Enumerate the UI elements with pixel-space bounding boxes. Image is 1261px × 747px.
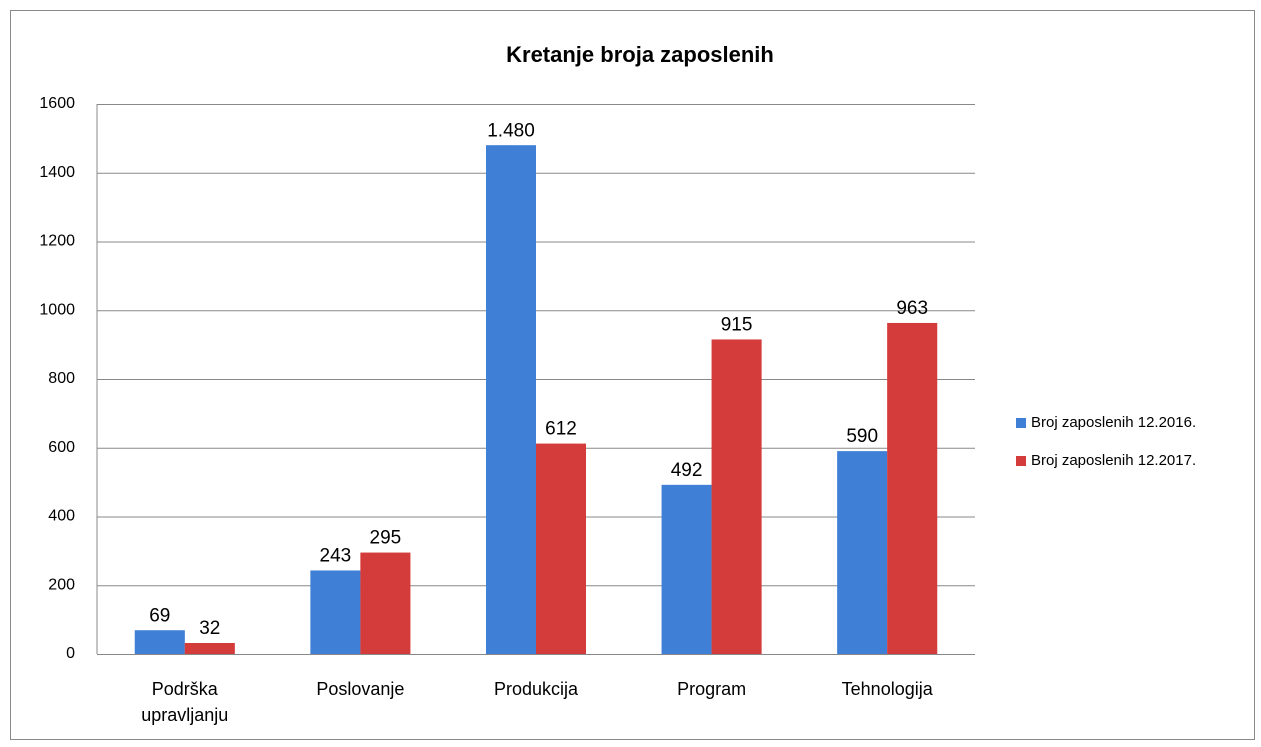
data-label: 295 [370,528,402,549]
data-label: 915 [721,314,753,335]
bar-shade [711,339,762,654]
data-label: 1.480 [487,120,535,141]
y-tick-label: 1200 [39,233,75,250]
bar-shade [661,484,712,654]
x-tick-label: Tehnologija [842,679,934,699]
chart-frame [10,10,1255,740]
y-tick-label: 400 [48,508,75,525]
y-tick-label: 1400 [39,164,75,181]
legend-label: Broj zaposlenih 12.2017. [1031,452,1196,469]
bar-shade [310,570,361,654]
chart-title: Kretanje broja zaposlenih [506,42,774,67]
legend-marker [1016,456,1026,466]
data-label: 69 [149,605,170,626]
bar-shade [536,443,586,654]
y-tick-label: 200 [48,576,75,593]
bar-shade [837,451,888,654]
y-tick-label: 800 [48,370,75,387]
y-tick-label: 1000 [39,301,75,318]
data-label: 32 [199,618,220,639]
data-label: 612 [545,419,577,440]
legend-label: Broj zaposlenih 12.2016. [1031,414,1196,431]
y-tick-label: 1600 [39,95,75,112]
data-label: 590 [846,426,878,447]
y-tick-label: 0 [66,645,75,662]
data-label: 492 [671,460,703,481]
x-tick-label: Program [677,679,746,699]
y-tick-label: 600 [48,439,75,456]
data-label: 963 [896,298,928,319]
x-tick-label: Produkcija [494,679,579,699]
x-tick-label: Poslovanje [316,679,404,699]
bar-shade [360,552,411,654]
bar-shade [184,643,235,654]
legend-marker [1016,418,1026,428]
bar-shade [486,145,536,654]
data-label: 243 [320,545,352,566]
bar-shade [887,322,938,654]
x-tick-label: Podrška upravljanju [141,679,228,725]
bar-shade [134,630,185,654]
